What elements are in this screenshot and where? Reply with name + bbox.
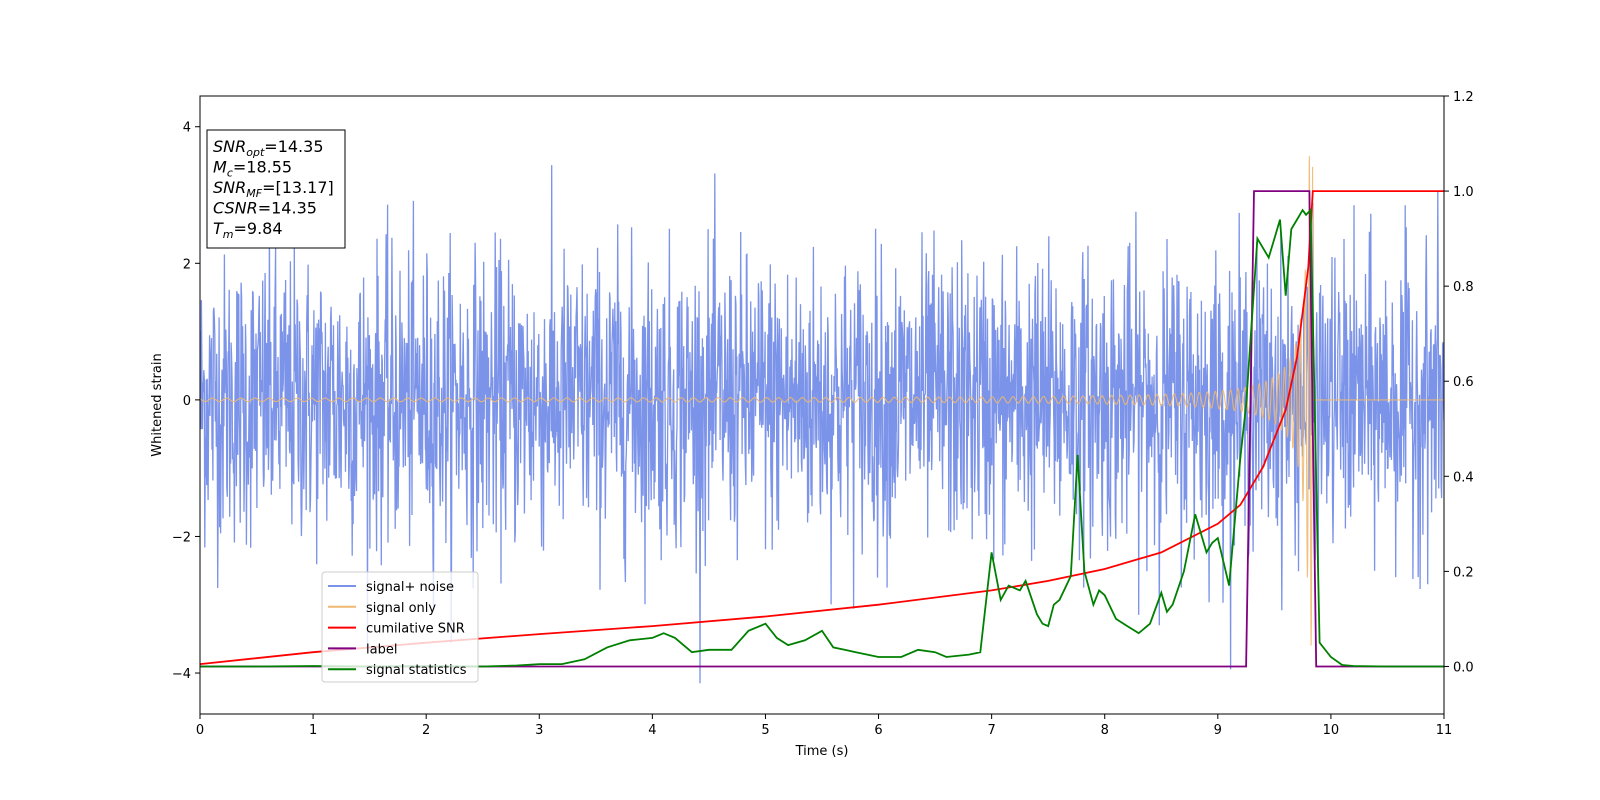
annotation-box: SNRopt=14.35Mc=18.55SNRMF=[13.17]CSNR=14…	[206, 129, 346, 249]
x-tick-label: 0	[196, 723, 204, 738]
y-left-tick-label: 0	[183, 394, 191, 409]
x-tick-label: 4	[648, 723, 656, 738]
y-axis-right: 0.0 0.2 0.4 0.6 0.8 1.0 1.2	[1444, 90, 1474, 675]
x-tick-label: 7	[987, 723, 995, 738]
annotation-line: Tm=9.84	[213, 219, 283, 241]
legend-label: signal+ noise	[366, 580, 454, 595]
plot-frame	[199, 95, 1445, 715]
y-axis-label: Whitened strain	[150, 353, 165, 456]
series-cumilative-snr	[200, 190, 1444, 665]
legend-label: signal statistics	[366, 663, 467, 678]
x-tick-label: 1	[309, 723, 317, 738]
annotation-line: SNRopt=14.35	[213, 137, 324, 159]
series-signal-statistics	[200, 207, 1444, 668]
y-left-tick-label: −2	[172, 530, 191, 545]
legend-label: cumilative SNR	[366, 622, 465, 637]
annotation-line: Mc=18.55	[213, 158, 292, 180]
legend: signal+ noise signal only cumilative SNR la…	[321, 571, 479, 683]
y-left-tick-label: −4	[172, 667, 191, 682]
y-right-tick-label: 0.6	[1453, 375, 1474, 390]
x-tick-label: 10	[1323, 723, 1340, 738]
y-left-tick-label: 4	[183, 121, 191, 136]
series-signal-only	[200, 155, 1444, 646]
x-tick-label: 8	[1101, 723, 1109, 738]
y-right-tick-label: 0.0	[1453, 660, 1474, 675]
y-right-tick-label: 0.2	[1453, 565, 1474, 580]
legend-label: label	[366, 642, 397, 657]
x-tick-label: 9	[1214, 723, 1222, 738]
x-axis-label: Time (s)	[795, 744, 849, 759]
series-layer	[200, 155, 1444, 684]
x-tick-label: 2	[422, 723, 430, 738]
x-tick-label: 11	[1436, 723, 1453, 738]
x-tick-label: 6	[874, 723, 882, 738]
series-signal-noise	[200, 165, 1444, 684]
legend-label: signal only	[366, 601, 436, 616]
y-left-tick-label: 2	[183, 257, 191, 272]
series-label	[200, 190, 1444, 668]
y-right-tick-label: 0.8	[1453, 280, 1474, 295]
x-tick-label: 3	[535, 723, 543, 738]
x-axis: 0 1 2 3 4 5 6 7 8 9 10 11	[196, 714, 1452, 738]
y-right-tick-label: 1.2	[1453, 90, 1474, 105]
annotation-line: CSNR=14.35	[213, 199, 317, 218]
y-axis-left: −4 −2 0 2 4	[172, 121, 200, 682]
y-right-tick-label: 1.0	[1453, 185, 1474, 200]
annotation-line: SNRMF=[13.17]	[213, 178, 334, 200]
y-right-tick-label: 0.4	[1453, 470, 1474, 485]
x-tick-label: 5	[761, 723, 769, 738]
